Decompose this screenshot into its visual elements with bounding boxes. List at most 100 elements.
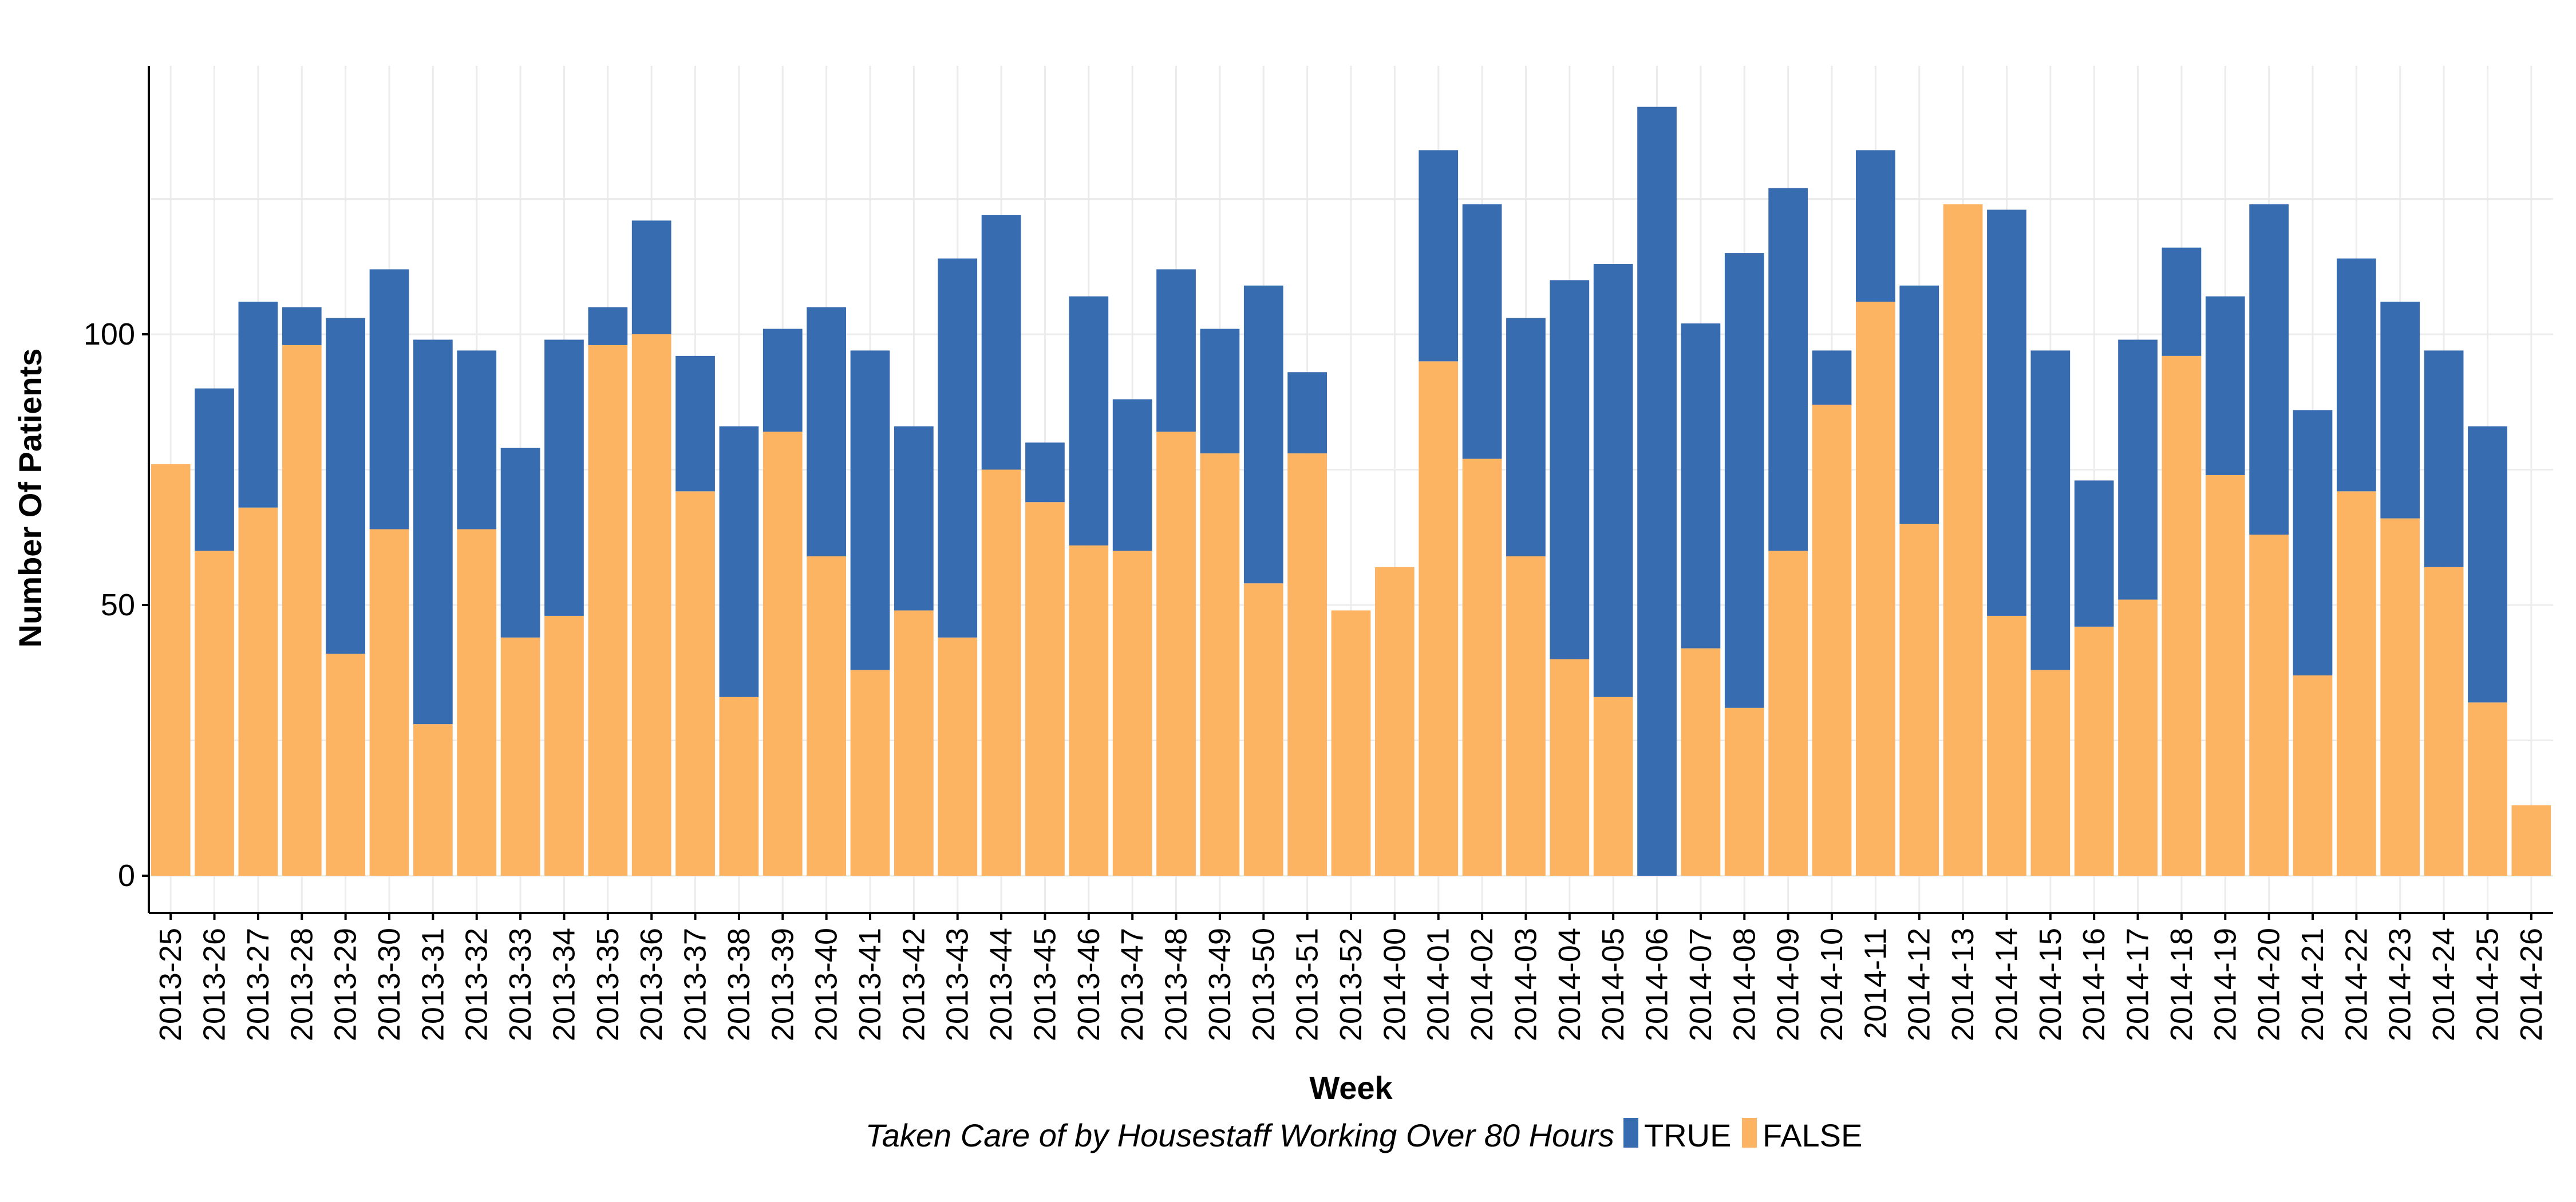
bar-true — [1069, 296, 1109, 545]
bar-false — [1681, 648, 1721, 876]
bar-false — [762, 432, 803, 876]
y-tick-labels: 0 50 100 — [84, 317, 149, 893]
x-tick-label: 2013-38 — [722, 928, 756, 1041]
bar-false — [369, 529, 409, 876]
bar-true — [2249, 204, 2289, 535]
x-tick-label: 2014-03 — [1508, 928, 1543, 1041]
x-tick-label: 2013-36 — [634, 928, 669, 1041]
bar-true — [1593, 264, 1633, 697]
x-tick-label: 2014-13 — [1946, 928, 1980, 1041]
x-tick-label: 2014-25 — [2470, 928, 2504, 1041]
bar-false — [1506, 556, 1546, 876]
x-tick-label: 2014-04 — [1552, 928, 1587, 1041]
x-tick-label: 2013-29 — [329, 928, 363, 1041]
x-tick-label: 2013-45 — [1028, 928, 1062, 1041]
bar-false — [1768, 551, 1808, 876]
bar-true — [2337, 258, 2376, 492]
bar-true — [2030, 350, 2071, 670]
bar-false — [2118, 599, 2158, 876]
x-tick-label: 2013-46 — [1072, 928, 1106, 1041]
bar-true — [369, 269, 409, 529]
bar-false — [631, 334, 671, 876]
x-tick-label: 2013-34 — [547, 928, 581, 1041]
x-tick-label: 2014-26 — [2514, 928, 2549, 1041]
bar-true — [981, 215, 1021, 470]
x-tick-label: 2014-08 — [1727, 928, 1761, 1041]
bar-false — [1287, 453, 1327, 876]
x-tick-label: 2013-39 — [765, 928, 800, 1041]
bar-true — [1812, 350, 1852, 405]
bar-true — [719, 426, 759, 697]
bar-false — [2205, 475, 2245, 876]
bar-true — [2205, 296, 2245, 475]
bar-false — [1943, 204, 1983, 876]
bar-true — [588, 307, 628, 345]
bar-false — [1331, 610, 1371, 876]
bar-false — [151, 464, 191, 876]
bar-true — [1025, 442, 1065, 503]
bar-false — [1419, 361, 1459, 876]
bar-true — [544, 339, 584, 616]
bar-false — [2380, 518, 2420, 876]
y-tick-label: 100 — [84, 317, 135, 351]
bar-false — [1899, 524, 1939, 876]
bar-true — [2293, 410, 2333, 675]
bar-true — [1768, 188, 1808, 551]
x-tick-label: 2013-27 — [241, 928, 275, 1041]
bar-false — [938, 637, 978, 876]
x-tick-label: 2014-12 — [1902, 928, 1937, 1041]
x-tick-label: 2014-07 — [1684, 928, 1718, 1041]
bar-true — [938, 258, 978, 638]
bar-true — [850, 350, 890, 670]
x-tick-label: 2014-19 — [2208, 928, 2242, 1041]
bar-false — [1593, 697, 1633, 876]
x-tick-label: 2013-37 — [678, 928, 713, 1041]
bar-true — [1287, 372, 1327, 454]
bar-false — [981, 469, 1021, 876]
bar-true — [1419, 150, 1459, 362]
bar-false — [1156, 432, 1196, 876]
x-tick-label: 2014-16 — [2077, 928, 2111, 1041]
bar-false — [2030, 670, 2071, 876]
x-tick-label: 2013-28 — [285, 928, 319, 1041]
x-tick-label: 2013-42 — [896, 928, 931, 1041]
x-tick-label: 2014-10 — [1815, 928, 1849, 1041]
x-tick-label: 2013-43 — [941, 928, 975, 1041]
x-tick-label: 2014-24 — [2427, 928, 2461, 1041]
bar-true — [2468, 426, 2507, 703]
x-tick-label: 2014-15 — [2033, 928, 2068, 1041]
bar-false — [2293, 675, 2333, 876]
x-tick-label: 2014-00 — [1377, 928, 1412, 1041]
x-tick-label: 2014-20 — [2252, 928, 2286, 1041]
bar-true — [2162, 247, 2202, 356]
x-tick-label: 2013-47 — [1115, 928, 1149, 1041]
bar-false — [2162, 355, 2202, 876]
x-tick-label: 2014-06 — [1640, 928, 1674, 1041]
bar-false — [850, 670, 890, 876]
bar-true — [1112, 399, 1152, 551]
x-tick-label: 2014-17 — [2121, 928, 2155, 1041]
x-tick-label: 2013-25 — [153, 928, 188, 1041]
bar-false — [1550, 659, 1590, 876]
x-tick-label: 2013-44 — [984, 928, 1018, 1041]
bar-true — [807, 307, 846, 556]
bar-true — [762, 329, 803, 432]
bar-true — [2424, 350, 2464, 567]
y-axis-title: Number Of Patients — [12, 349, 48, 648]
x-tick-label: 2014-11 — [1858, 928, 1893, 1039]
x-tick-label: 2014-05 — [1596, 928, 1630, 1041]
bars — [151, 106, 2551, 876]
bar-false — [500, 637, 540, 876]
bar-true — [2380, 302, 2420, 519]
legend: Taken Care of by Housestaff Working Over… — [866, 1117, 1863, 1153]
x-tick-label: 2013-52 — [1334, 928, 1368, 1041]
bar-false — [1856, 302, 1895, 876]
bar-false — [675, 491, 715, 876]
bar-false — [282, 345, 322, 876]
x-tick-label: 2013-32 — [460, 928, 494, 1041]
bar-false — [326, 654, 365, 876]
bar-true — [1856, 150, 1895, 302]
bar-false — [238, 507, 278, 876]
bar-false — [2424, 567, 2464, 876]
